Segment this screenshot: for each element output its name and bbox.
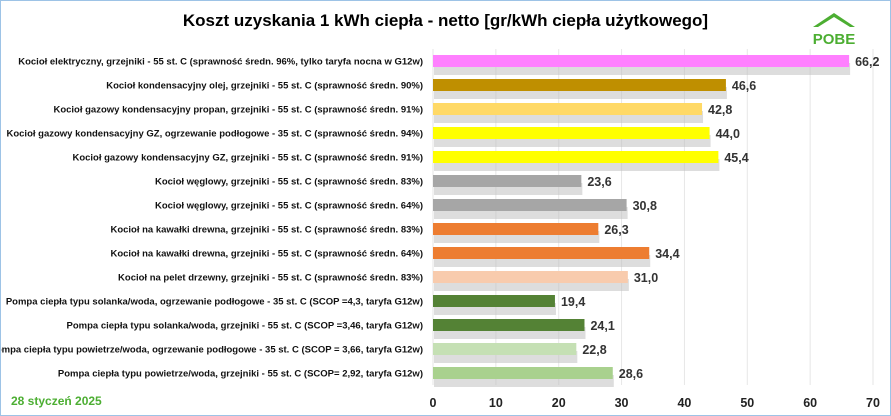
x-tick-label: 30	[615, 396, 629, 410]
bar	[433, 343, 577, 355]
bar	[433, 175, 582, 187]
category-label: Kocioł na kawałki drewna, grzejniki - 55…	[110, 225, 423, 236]
value-label: 42,8	[708, 103, 732, 117]
x-tick-label: 10	[489, 396, 503, 410]
bar	[433, 223, 599, 235]
value-label: 26,3	[604, 223, 628, 237]
category-label: Kocioł na kawałki drewna, grzejniki - 55…	[110, 249, 423, 260]
value-label: 30,8	[633, 199, 657, 213]
category-label: Kocioł gazowy kondensacyjny GZ, ogrzewan…	[6, 129, 423, 140]
bar	[433, 79, 726, 91]
bar	[433, 199, 627, 211]
date-label: 28 styczeń 2025	[11, 394, 102, 408]
value-label: 28,6	[619, 367, 643, 381]
category-label: Pompa ciepła typu solanka/woda, ogrzewan…	[6, 297, 423, 308]
x-tick-label: 60	[803, 396, 817, 410]
bar	[433, 103, 703, 115]
bar	[433, 367, 613, 379]
category-label: Pompa ciepła typu solanka/woda, grzejnik…	[67, 321, 423, 332]
category-label: Pompa ciepła typu powietrze/woda, ogrzew…	[1, 345, 423, 356]
category-label: Kocioł węglowy, grzejniki - 55 st. C (sp…	[155, 177, 423, 188]
bar	[433, 127, 710, 139]
value-label: 66,2	[855, 55, 879, 69]
value-label: 45,4	[724, 151, 748, 165]
value-label: 19,4	[561, 295, 585, 309]
category-label: Kocioł na pelet drzewny, grzejniki - 55 …	[118, 273, 423, 284]
value-label: 34,4	[655, 247, 679, 261]
bar	[433, 151, 719, 163]
x-tick-label: 50	[740, 396, 754, 410]
value-label: 31,0	[634, 271, 658, 285]
value-label: 23,6	[587, 175, 611, 189]
category-label: Kocioł gazowy kondensacyjny GZ, grzejnik…	[72, 153, 423, 164]
bar	[433, 55, 850, 67]
x-tick-label: 0	[430, 396, 437, 410]
category-label: Kocioł węglowy, grzejniki - 55 st. C (sp…	[155, 201, 423, 212]
x-tick-label: 70	[866, 396, 880, 410]
category-label: Kocioł elektryczny, grzejniki - 55 st. C…	[18, 57, 423, 68]
bar	[433, 295, 555, 307]
bar	[433, 247, 650, 259]
pobe-logo: POBE	[813, 13, 856, 47]
value-label: 22,8	[582, 343, 606, 357]
x-tick-label: 40	[677, 396, 691, 410]
svg-text:POBE: POBE	[813, 31, 856, 47]
category-label: Pompa ciepła typu powietrze/woda, grzejn…	[58, 369, 423, 380]
bar	[433, 271, 628, 283]
value-label: 46,6	[732, 79, 756, 93]
value-label: 44,0	[716, 127, 740, 141]
bar	[433, 319, 585, 331]
chart-title: Koszt uzyskania 1 kWh ciepła - netto [gr…	[182, 11, 709, 30]
category-label: Kocioł kondensacyjny olej, grzejniki - 5…	[106, 81, 423, 92]
value-label: 24,1	[590, 319, 614, 333]
x-tick-label: 20	[552, 396, 566, 410]
category-label: Kocioł gazowy kondensacyjny propan, grze…	[53, 105, 423, 116]
